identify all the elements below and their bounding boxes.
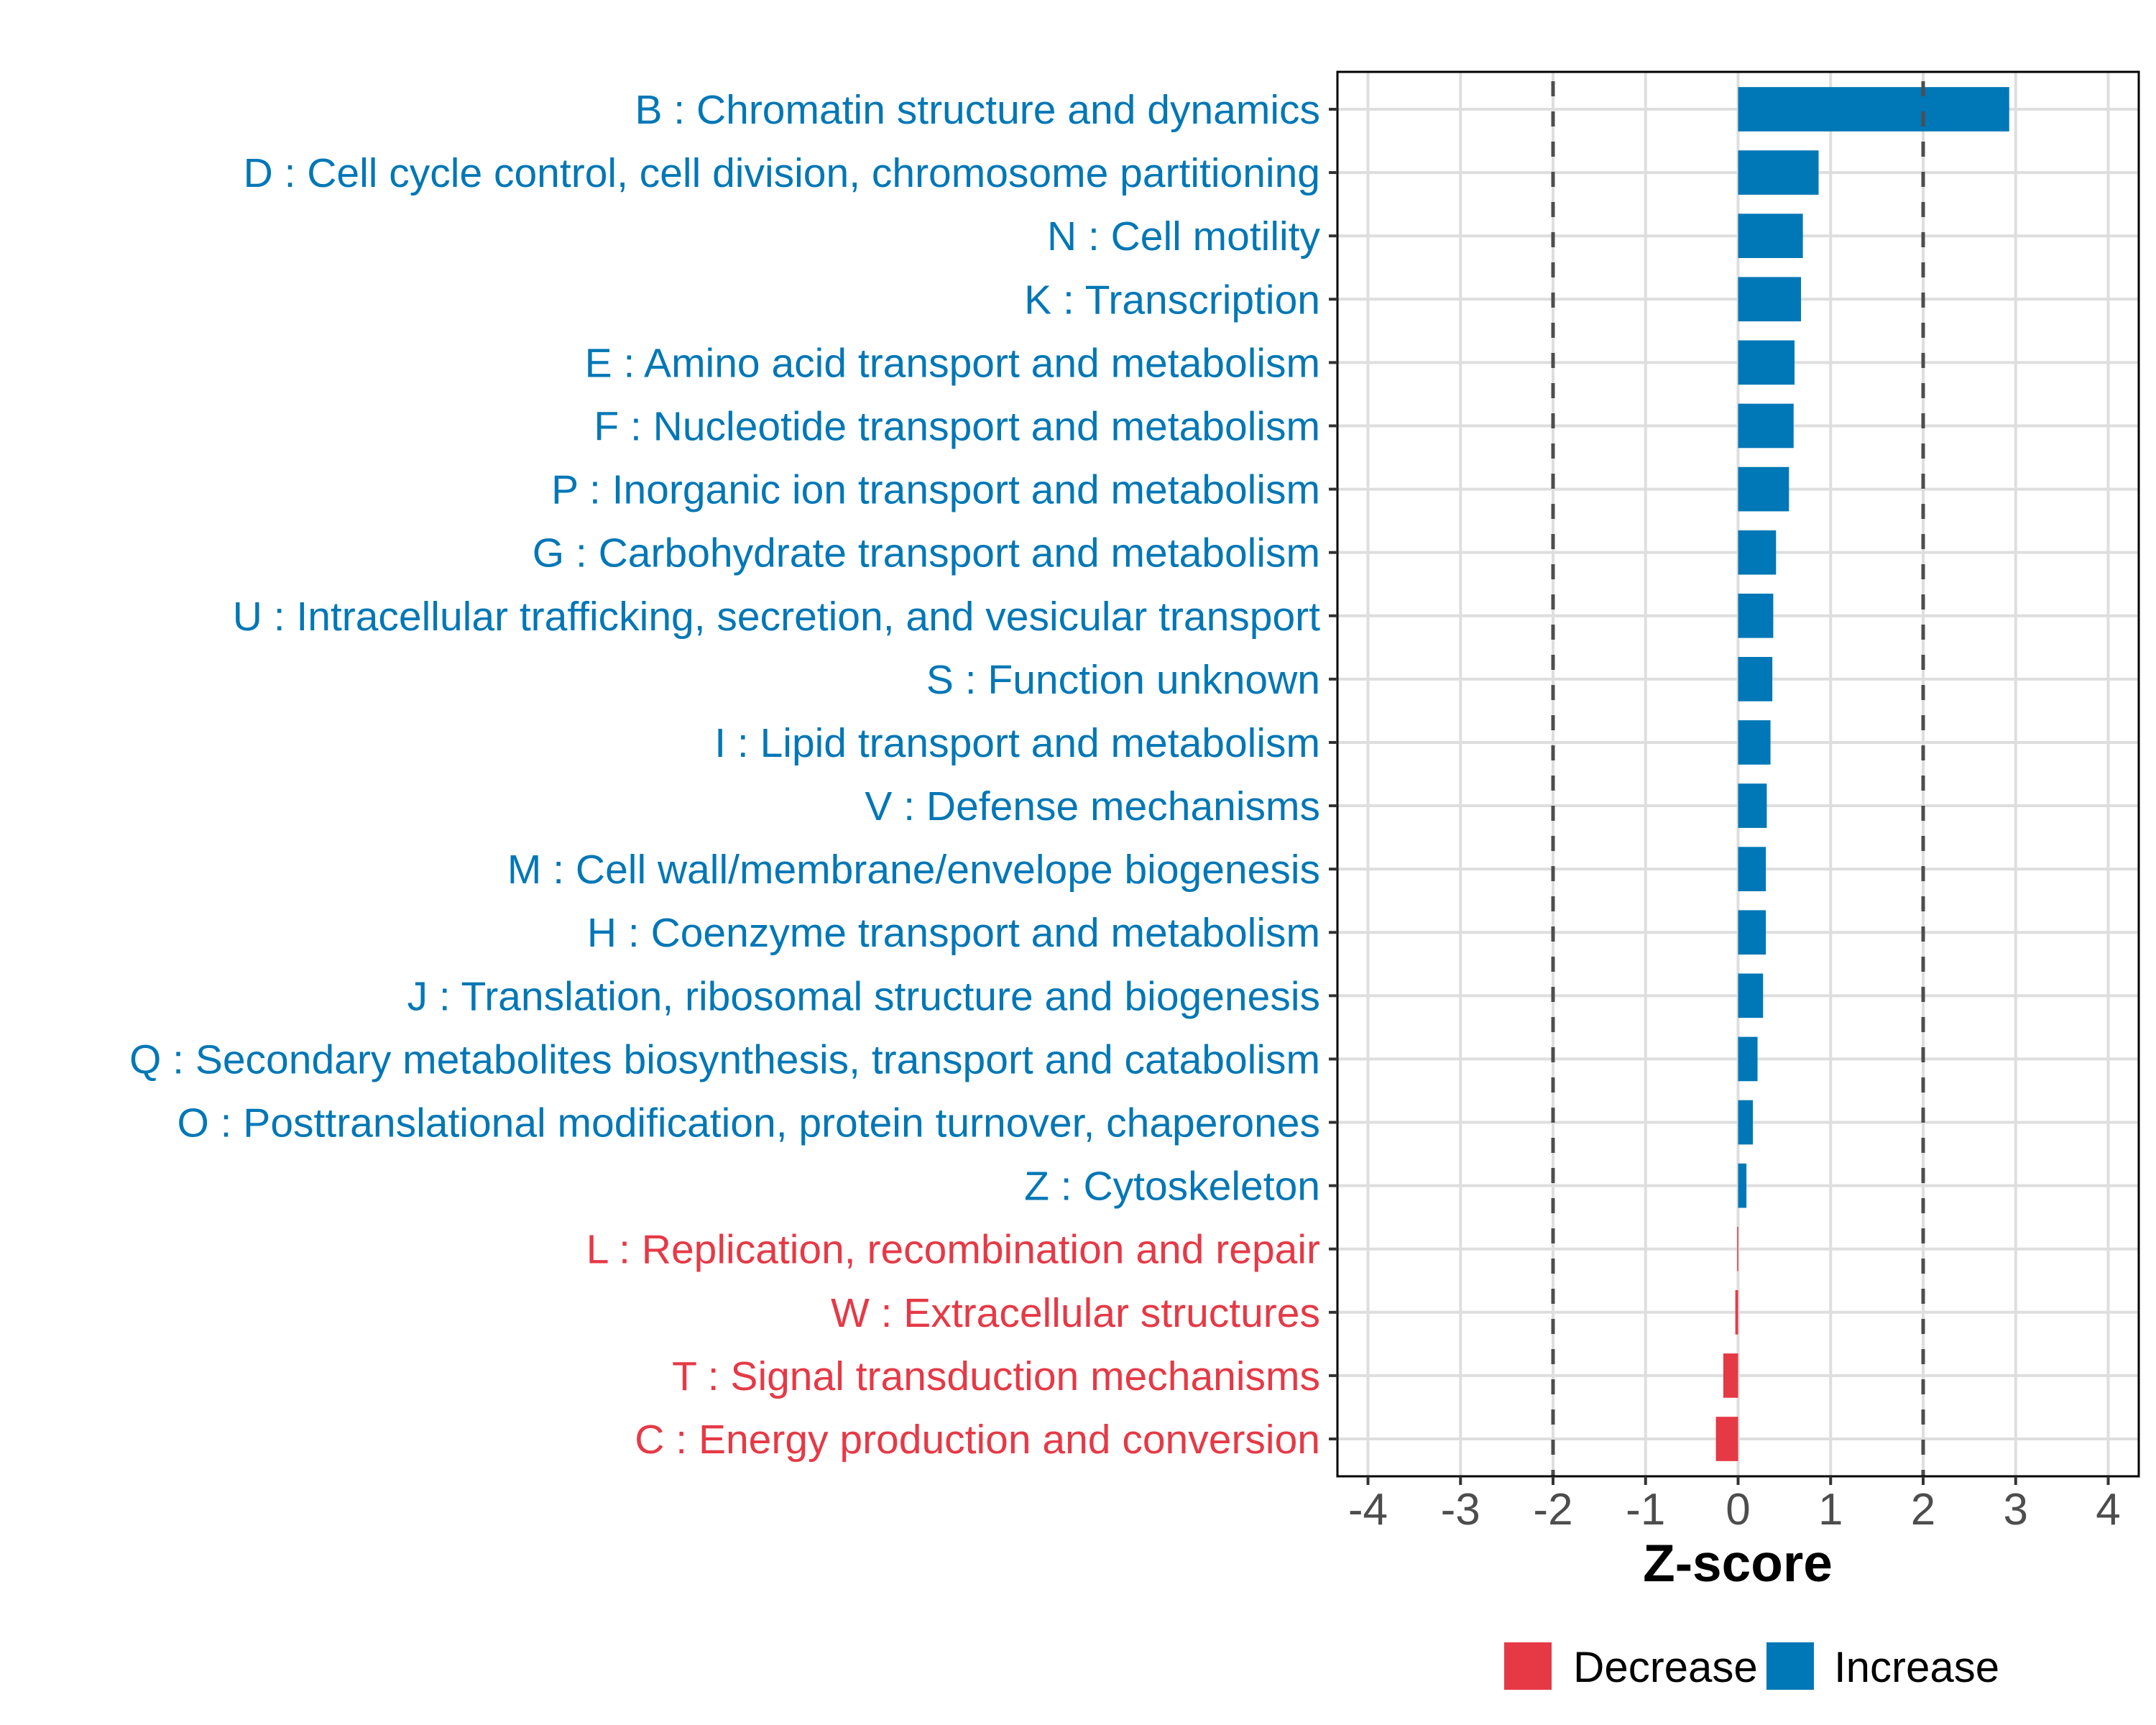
x-axis-labels: -4 -3 -2 -1 0 1 2 3 4 <box>1348 1485 2121 1535</box>
bar <box>1738 213 1803 259</box>
bar <box>1738 403 1794 448</box>
x-tick-label: 1 <box>1818 1485 1843 1535</box>
category-label: M : Cell wall/membrane/envelope biogenes… <box>507 847 1320 893</box>
category-label: Q : Secondary metabolites biosynthesis, … <box>129 1036 1320 1082</box>
category-label: V : Defense mechanisms <box>865 783 1320 829</box>
reference-lines <box>1551 81 1925 1476</box>
bar <box>1738 87 2009 132</box>
category-label: P : Inorganic ion transport and metaboli… <box>551 467 1320 513</box>
bar <box>1738 1100 1754 1145</box>
category-label: K : Transcription <box>1024 277 1320 323</box>
x-axis-ticks <box>1366 1476 2110 1485</box>
category-label: I : Lipid transport and metabolism <box>714 720 1320 766</box>
x-axis-title: Z-score <box>1643 1535 1833 1593</box>
category-label: D : Cell cycle control, cell division, c… <box>244 150 1320 196</box>
category-label: L : Replication, recombination and repai… <box>586 1227 1320 1273</box>
bar <box>1738 466 1789 512</box>
category-label: J : Translation, ribosomal structure and… <box>407 973 1320 1019</box>
category-label: C : Energy production and conversion <box>635 1417 1320 1463</box>
bar <box>1738 340 1795 385</box>
bar <box>1723 1353 1738 1398</box>
category-label: G : Carbohydrate transport and metabolis… <box>533 530 1320 576</box>
bar <box>1737 1226 1738 1271</box>
bar <box>1735 1289 1738 1335</box>
x-tick-label: -3 <box>1441 1485 1480 1535</box>
bar <box>1738 783 1767 828</box>
x-tick-label: 3 <box>2004 1485 2028 1535</box>
category-label: O : Posttranslational modification, prot… <box>177 1100 1320 1146</box>
bar <box>1738 593 1774 638</box>
category-label: U : Intracellular trafficking, secretion… <box>233 594 1320 640</box>
bar <box>1738 847 1766 891</box>
bar <box>1738 1163 1747 1208</box>
category-label: W : Extracellular structures <box>831 1290 1320 1336</box>
x-tick-label: -1 <box>1626 1485 1665 1535</box>
bar <box>1715 1417 1738 1461</box>
legend: Decrease Increase <box>1504 1642 1999 1691</box>
bar <box>1738 720 1771 765</box>
x-tick-label: -2 <box>1533 1485 1572 1535</box>
y-axis-labels: B : Chromatin structure and dynamics D : … <box>129 87 1321 1463</box>
x-tick-label: 4 <box>2096 1485 2120 1535</box>
category-label: B : Chromatin structure and dynamics <box>635 87 1320 133</box>
category-label: E : Amino acid transport and metabolism <box>585 340 1320 386</box>
category-label: N : Cell motility <box>1047 213 1321 259</box>
x-tick-label: 2 <box>1911 1485 1935 1535</box>
y-axis-ticks <box>1329 108 1337 1440</box>
bar <box>1738 657 1773 702</box>
x-tick-label: -4 <box>1348 1485 1388 1535</box>
bar <box>1738 277 1802 322</box>
category-label: T : Signal transduction mechanisms <box>672 1353 1320 1399</box>
bar <box>1738 150 1819 195</box>
legend-label-increase: Increase <box>1834 1643 1999 1691</box>
legend-swatch-decrease <box>1504 1642 1552 1690</box>
category-label: H : Coenzyme transport and metabolism <box>587 910 1320 956</box>
legend-swatch-increase <box>1766 1642 1814 1690</box>
category-label: S : Function unknown <box>926 657 1320 703</box>
category-label: F : Nucleotide transport and metabolism <box>594 403 1320 449</box>
x-tick-label: 0 <box>1726 1485 1750 1535</box>
bar <box>1738 1036 1758 1082</box>
bar <box>1738 910 1766 955</box>
category-label: Z : Cytoskeleton <box>1024 1164 1320 1210</box>
bars <box>1715 87 2009 1461</box>
bar <box>1738 973 1764 1018</box>
legend-label-decrease: Decrease <box>1573 1643 1758 1691</box>
bar <box>1738 530 1777 575</box>
